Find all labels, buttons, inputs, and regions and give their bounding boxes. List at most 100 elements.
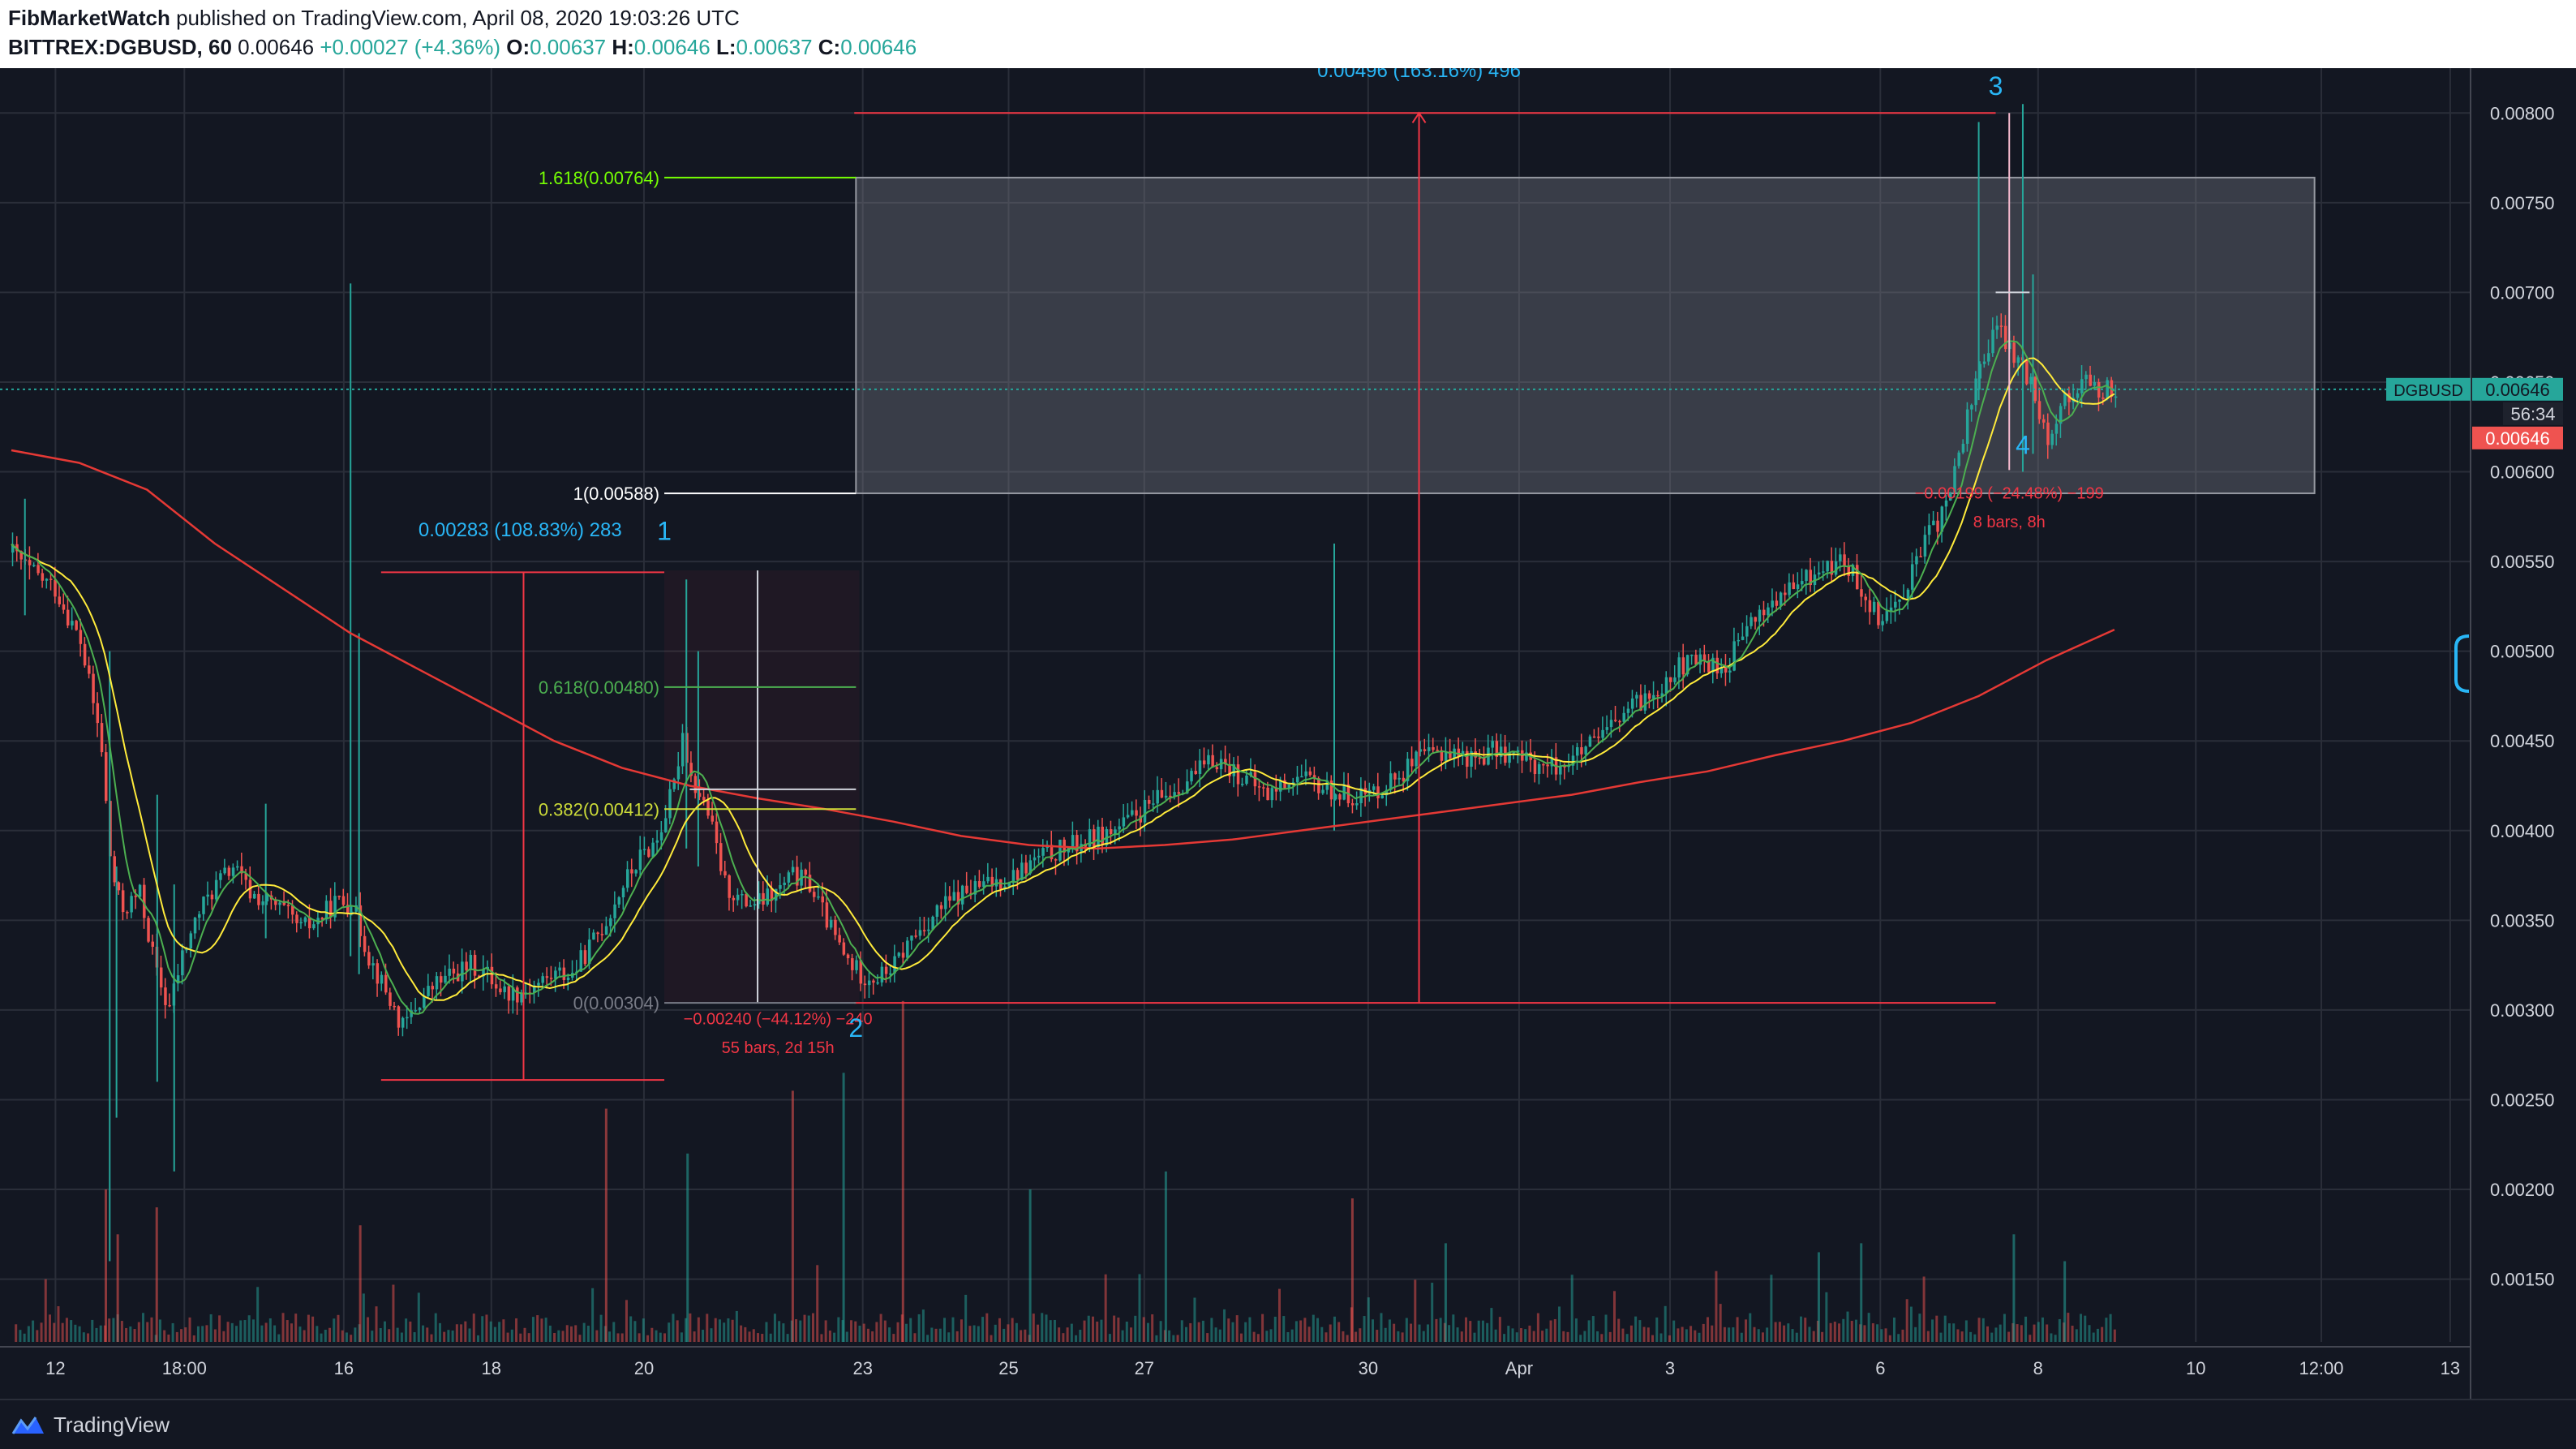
candle-body [630, 869, 633, 874]
volume-bar [422, 1325, 425, 1342]
volume-bar [1507, 1326, 1510, 1342]
candle-body [511, 987, 515, 1001]
volume-bar [1952, 1323, 1956, 1342]
candle-body [1470, 751, 1473, 767]
candle-body [1423, 749, 1427, 751]
candle-body [1186, 781, 1189, 793]
volume-bar [1062, 1333, 1065, 1342]
price-chart[interactable]: 0.00496 (163.16%) 496 0.00283 (108.83%) 2… [0, 68, 2576, 1399]
ma-slow-line [11, 449, 2115, 850]
candle-body [1207, 755, 1210, 765]
volume-bar [888, 1327, 891, 1342]
candle-body [1894, 601, 1897, 608]
candle-body [1283, 780, 1286, 789]
tradingview-logo[interactable]: TradingView [11, 1408, 170, 1441]
candle-body [1961, 444, 1965, 453]
volume-bar [188, 1317, 191, 1342]
volume-bar [27, 1326, 30, 1342]
volume-bar [281, 1313, 285, 1342]
candle-body [1601, 729, 1604, 738]
volume-bar [2046, 1324, 2049, 1342]
candle-body [1385, 789, 1389, 796]
volume-bar [2024, 1316, 2028, 1342]
candle-body [796, 866, 799, 886]
volume-bar [981, 1317, 985, 1342]
candle-body [181, 950, 184, 976]
author-name[interactable]: FibMarketWatch [8, 6, 170, 30]
volume-bar [1570, 1275, 1574, 1342]
volume-bar [1104, 1274, 1107, 1342]
candle-body [1885, 611, 1889, 621]
volume-bar [184, 1327, 187, 1342]
volume-bar [167, 1334, 170, 1342]
candle-body [1652, 694, 1655, 699]
candle-body [54, 579, 57, 597]
chart-area[interactable]: 0.00496 (163.16%) 496 0.00283 (108.83%) 2… [0, 68, 2576, 1399]
wave-label-1: 1 [657, 517, 672, 546]
candle-body [252, 893, 256, 899]
candle-body [494, 984, 498, 989]
volume-bar [371, 1331, 374, 1342]
volume-bar [1307, 1326, 1311, 1342]
candle-body [1007, 883, 1011, 887]
candle-body [651, 842, 655, 858]
candle-body [1143, 799, 1147, 823]
volume-bar [1494, 1329, 1497, 1342]
volume-bar [1981, 1318, 1985, 1342]
volume-bar [417, 1292, 420, 1342]
candle-body [1232, 764, 1236, 776]
volume-bar [1536, 1313, 1539, 1342]
candle-body [736, 894, 740, 901]
volume-bar [158, 1319, 161, 1342]
candle-body [482, 969, 485, 977]
volume-bar [1290, 1329, 1294, 1342]
candle-body [1474, 751, 1478, 758]
volume-bar [1600, 1334, 1604, 1342]
volume-bar [1324, 1332, 1328, 1342]
candle-body [15, 544, 19, 552]
candle-body [1257, 786, 1261, 788]
volume-bar [451, 1330, 454, 1342]
candle-body [676, 766, 680, 780]
candle-body [842, 942, 846, 955]
volume-bar [1821, 1331, 1824, 1342]
candle-body [71, 621, 74, 626]
candle-body [1737, 639, 1741, 642]
time-tick-label: 16 [334, 1358, 354, 1378]
volume-bar [1294, 1321, 1298, 1342]
volume-bar [150, 1317, 153, 1342]
volume-bar [405, 1318, 408, 1342]
volume-bar [91, 1319, 94, 1342]
candle-body [490, 966, 494, 985]
volume-bar [1410, 1323, 1413, 1342]
volume-bar [230, 1322, 234, 1342]
volume-bar [213, 1329, 217, 1342]
candle-body [1681, 657, 1685, 675]
volume-bar [243, 1320, 247, 1342]
candle-body [1114, 829, 1117, 835]
volume-bar [972, 1325, 976, 1342]
volume-bar [1566, 1331, 1569, 1342]
candle-body [448, 968, 451, 976]
volume-bar [786, 1334, 789, 1342]
symbol-badge [2386, 377, 2471, 401]
volume-bar [2080, 1314, 2083, 1342]
volume-bar [1749, 1313, 1752, 1342]
candle-body [876, 982, 879, 984]
volume-bar [333, 1318, 336, 1342]
candle-body [214, 879, 218, 900]
volume-bar [1977, 1318, 1981, 1342]
volume-bar [1553, 1318, 1556, 1342]
candle-body [986, 876, 990, 882]
candle-body [138, 884, 142, 897]
candle-body [503, 986, 506, 992]
candle-body [1779, 592, 1783, 606]
candle-body [927, 929, 930, 931]
candle-body [1889, 607, 1893, 612]
volume-bar [1045, 1314, 1048, 1342]
candle-body [210, 894, 214, 900]
volume-bar [40, 1322, 43, 1342]
volume-bar [49, 1314, 52, 1342]
volume-bar [2101, 1326, 2104, 1342]
volume-spike [1444, 1243, 1447, 1342]
